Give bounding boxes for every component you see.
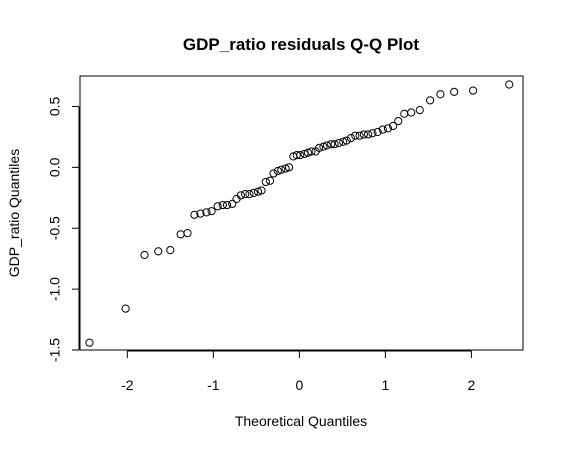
data-point: [373, 127, 382, 137]
data-point: [281, 164, 290, 173]
y-tick-label: -1.5: [47, 338, 63, 362]
data-point: [253, 187, 263, 196]
data-point: [296, 151, 305, 160]
data-point: [425, 96, 435, 105]
plot-frame: [79, 75, 524, 351]
x-tick-label: 2: [467, 377, 475, 393]
data-point: [303, 148, 313, 157]
data-point: [245, 190, 254, 199]
data-point: [368, 129, 377, 138]
y-tick-label: -1.0: [47, 277, 63, 301]
data-point: [383, 124, 393, 133]
data-point: [505, 80, 514, 89]
data-point: [364, 130, 373, 139]
data-points: [85, 80, 514, 347]
data-point: [228, 199, 237, 208]
data-point: [327, 140, 336, 149]
data-point: [351, 131, 360, 140]
data-point: [407, 108, 416, 117]
x-tick-label: -1: [207, 377, 220, 393]
data-point: [183, 228, 192, 238]
y-tick-label: 0.0: [47, 157, 63, 177]
data-point: [236, 191, 245, 200]
data-point: [154, 247, 163, 256]
data-point: [315, 143, 324, 152]
data-point: [213, 202, 222, 211]
data-point: [241, 190, 250, 199]
data-point: [166, 246, 175, 255]
x-axis-label: Theoretical Quantiles: [235, 413, 367, 429]
x-tick-label: -2: [121, 377, 134, 393]
data-point: [330, 140, 339, 149]
x-tick-label: 0: [295, 377, 303, 393]
data-point: [207, 207, 216, 216]
data-point: [202, 208, 211, 217]
data-point: [196, 209, 205, 218]
data-point: [394, 116, 403, 126]
data-point: [342, 136, 351, 145]
data-point: [334, 138, 344, 148]
data-point: [218, 200, 227, 210]
data-point: [450, 87, 459, 96]
data-point: [400, 109, 409, 118]
data-point: [121, 304, 130, 313]
data-point: [436, 90, 445, 99]
data-point: [319, 142, 328, 151]
data-point: [378, 125, 387, 134]
data-point: [249, 188, 258, 198]
data-point: [339, 137, 348, 146]
data-point: [140, 250, 149, 260]
data-point: [273, 166, 282, 176]
data-point: [389, 121, 398, 131]
data-point: [346, 134, 356, 143]
x-tick-label: 1: [381, 377, 389, 393]
data-point: [261, 177, 270, 187]
y-tick-label: -0.5: [47, 216, 63, 240]
data-point: [292, 151, 301, 160]
data-point: [85, 338, 94, 347]
x-axis: -2 -1 0 1 2: [121, 350, 475, 393]
data-point: [277, 165, 286, 174]
data-point: [222, 200, 232, 210]
data-point: [307, 147, 316, 156]
data-point: [176, 230, 185, 239]
data-point: [266, 176, 275, 185]
chart-title: GDP_ratio residuals Q-Q Plot: [183, 35, 420, 54]
data-point: [359, 130, 368, 139]
data-point: [190, 210, 199, 219]
data-point: [269, 169, 278, 178]
data-point: [355, 131, 364, 140]
y-tick-label: 0.5: [47, 97, 63, 117]
data-point: [469, 86, 478, 95]
y-axis: -1.5 -1.0 -0.5 0.0 0.5: [47, 97, 80, 362]
y-axis-label: GDP_ratio Quantiles: [6, 149, 22, 277]
data-point: [322, 141, 331, 150]
data-point: [415, 105, 424, 115]
data-point: [284, 163, 294, 172]
data-point: [257, 186, 266, 195]
